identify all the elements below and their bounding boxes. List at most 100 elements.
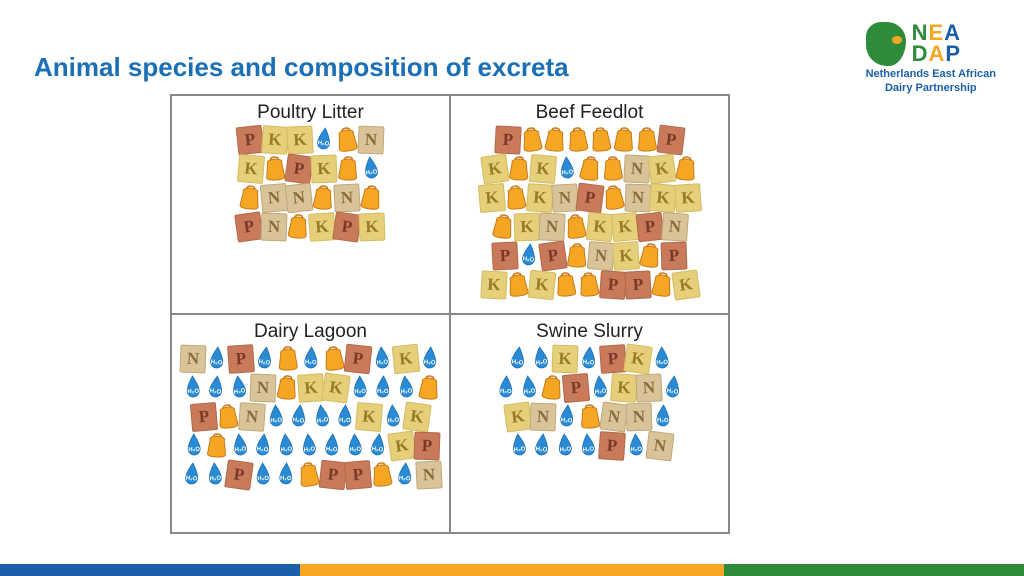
nutrient-tile-N: N <box>249 374 276 403</box>
nutrient-tile-N: N <box>238 402 266 432</box>
bag-icon <box>333 124 360 153</box>
nutrient-tile-N: N <box>587 241 615 271</box>
composition-row: H₂OH₂OH₂OH₂OPH₂ON <box>508 432 672 460</box>
nutrient-tile-K: K <box>261 125 289 155</box>
nutrient-tile-K: K <box>551 345 578 374</box>
bag-icon <box>368 460 395 488</box>
nutrient-tile-P: P <box>538 240 568 271</box>
water-drop-icon: H₂O <box>251 461 274 488</box>
bar-segment <box>0 564 300 576</box>
bag-icon <box>310 183 336 211</box>
nutrient-tile-K: K <box>480 270 507 299</box>
nutrient-tile-P: P <box>491 241 518 270</box>
water-drop-icon: H₂O <box>226 373 251 402</box>
bar-segment <box>300 564 724 576</box>
water-drop-icon: H₂O <box>393 460 417 487</box>
water-drop-icon: H₂O <box>660 373 685 401</box>
water-drop-icon: H₂O <box>554 402 578 430</box>
water-drop-icon: H₂O <box>264 402 287 429</box>
bag-icon <box>576 153 603 182</box>
nutrient-tile-K: K <box>321 372 351 403</box>
composition-row: KNKKPN <box>492 213 687 241</box>
nutrient-tile-P: P <box>413 432 440 461</box>
water-drop-icon: H₂O <box>320 431 344 458</box>
composition-row: PNKPK <box>237 213 384 241</box>
composition-row: PKKH₂ON <box>238 126 383 154</box>
nutrient-tile-P: P <box>284 153 314 184</box>
nutrient-tile-K: K <box>674 183 702 213</box>
africa-icon <box>866 22 906 66</box>
water-drop-icon: H₂O <box>494 373 517 400</box>
nutrient-tile-N: N <box>623 154 650 183</box>
water-drop-icon: H₂O <box>348 374 371 401</box>
water-drop-icon: H₂O <box>309 402 334 431</box>
nutrient-tile-K: K <box>612 241 640 271</box>
nutrient-tile-K: K <box>480 153 510 184</box>
composition-row: H₂OH₂OH₂ONKKH₂OH₂OH₂O <box>182 374 440 402</box>
water-drop-icon: H₂O <box>204 344 228 372</box>
nutrient-tile-P: P <box>562 373 590 403</box>
logo-sub1: Netherlands East African <box>866 68 996 80</box>
water-drop-icon: H₂O <box>418 344 442 371</box>
bar-segment <box>724 564 1024 576</box>
water-drop-icon: H₂O <box>274 460 297 487</box>
water-drop-icon: H₂O <box>529 431 554 459</box>
bag-icon <box>275 345 300 372</box>
composition-row: PP <box>496 126 683 154</box>
water-drop-icon: H₂O <box>343 431 366 458</box>
panel-dairy: Dairy Lagoon NH₂OPH₂OH₂OPH₂OKH₂OH₂OH₂OH₂… <box>171 314 450 533</box>
water-drop-icon: H₂O <box>365 431 390 459</box>
water-drop-icon: H₂O <box>651 402 674 429</box>
water-drop-icon: H₂O <box>296 431 321 459</box>
nutrient-tile-K: K <box>528 154 556 184</box>
bag-icon <box>273 373 299 401</box>
composition-row: KKH₂ONK <box>483 155 697 183</box>
nutrient-tile-N: N <box>635 373 662 402</box>
nutrient-tile-P: P <box>494 125 521 154</box>
water-drop-icon: H₂O <box>393 373 418 401</box>
water-drop-icon: H₂O <box>552 431 576 459</box>
water-drop-icon: H₂O <box>286 402 311 430</box>
nutrient-tile-K: K <box>297 373 325 403</box>
water-drop-icon: H₂O <box>203 373 228 401</box>
nutrient-tile-P: P <box>224 459 254 490</box>
nutrient-tile-P: P <box>599 344 627 374</box>
nutrient-tile-K: K <box>477 183 505 213</box>
bag-icon <box>502 183 529 211</box>
water-drop-icon: H₂O <box>369 344 393 372</box>
water-drop-icon: H₂O <box>334 403 357 430</box>
bag-icon <box>506 155 531 182</box>
bag-icon <box>577 402 603 430</box>
nutrient-tile-N: N <box>529 403 556 432</box>
nutrient-tile-N: N <box>624 184 651 213</box>
nutrient-tile-N: N <box>625 403 652 432</box>
bag-icon <box>575 270 602 298</box>
bag-icon <box>600 182 627 211</box>
nutrient-tile-N: N <box>645 431 674 462</box>
logo: NEA DAP Netherlands East African Dairy P… <box>866 22 996 94</box>
bottom-bar <box>0 564 1024 576</box>
water-drop-icon: H₂O <box>506 431 531 459</box>
panel-title: Swine Slurry <box>459 321 720 343</box>
bag-icon <box>358 183 385 212</box>
bag-icon <box>335 154 360 181</box>
composition-row: PNH₂OH₂OH₂OH₂OKH₂OK <box>192 403 429 431</box>
nutrient-tile-P: P <box>332 211 362 242</box>
composition-row: PH₂OPNKP <box>493 242 686 270</box>
water-drop-icon: H₂O <box>273 431 297 459</box>
water-drop-icon: H₂O <box>227 431 252 459</box>
nutrient-tile-K: K <box>355 402 383 432</box>
nutrient-tile-N: N <box>415 460 442 489</box>
water-drop-icon: H₂O <box>516 373 541 401</box>
water-drop-icon: H₂O <box>624 431 647 458</box>
bag-icon <box>672 154 699 182</box>
water-drop-icon: H₂O <box>555 154 579 181</box>
bag-icon <box>204 431 229 458</box>
nutrient-tile-K: K <box>526 183 554 213</box>
composition-row: H₂OH₂OPH₂OH₂OPPH₂ON <box>181 461 441 489</box>
water-drop-icon: H₂O <box>181 373 204 400</box>
nutrient-tile-P: P <box>343 460 371 490</box>
composition-row: H₂OH₂OH₂OH₂OH₂OH₂OH₂OH₂OKP <box>183 432 439 460</box>
nutrient-tile-N: N <box>599 401 629 432</box>
nutrient-tile-K: K <box>391 344 420 375</box>
